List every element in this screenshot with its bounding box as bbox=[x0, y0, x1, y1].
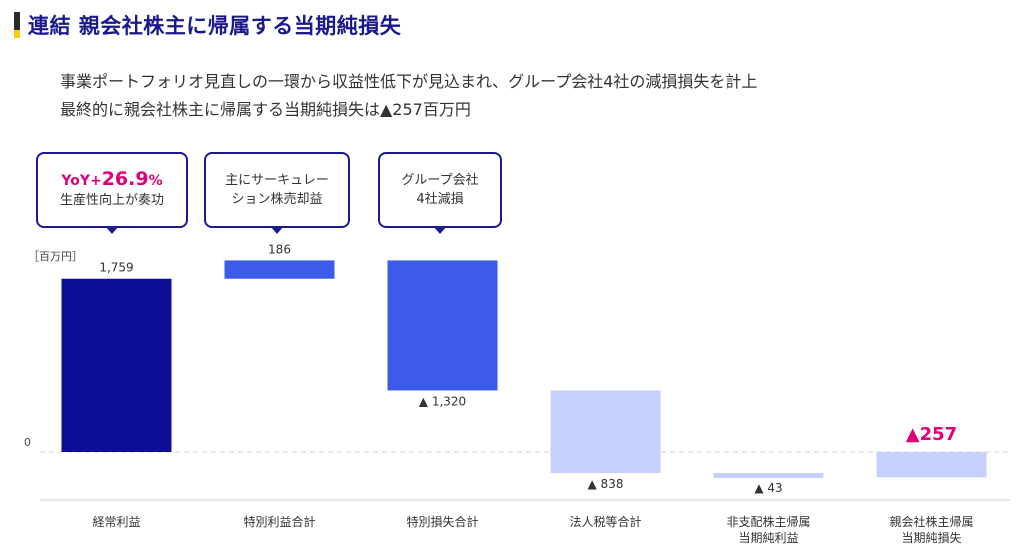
title-accent-yellow bbox=[14, 30, 20, 38]
callout-loss-line1: グループ会社 bbox=[401, 173, 479, 188]
callout-gain-line1: 主にサーキュレー bbox=[225, 173, 329, 188]
bar-value-label-1: 1,759 bbox=[99, 261, 133, 275]
callout-yoy-suffix: % bbox=[148, 173, 163, 189]
unit-label: ［百万円］ bbox=[28, 250, 83, 263]
callout-loss-line2: 4社減損 bbox=[416, 192, 464, 207]
category-label-5-line2: 当期純利益 bbox=[738, 531, 798, 544]
bar-value-label-2: 186 bbox=[268, 242, 291, 256]
zero-axis-label: 0 bbox=[24, 436, 31, 449]
summary-line-1: 事業ポートフォリオ見直しの一環から収益性低下が見込まれ、グループ会社4社の減損損… bbox=[60, 72, 758, 91]
category-label-6-line1: 親会社株主帰属 bbox=[889, 514, 973, 529]
callout-yoy-value: 26.9 bbox=[101, 168, 149, 190]
category-label-1: 経常利益 bbox=[92, 515, 140, 529]
callout-special-gain: 主にサーキュレー ション株売却益 bbox=[204, 152, 350, 234]
callout-gain-line2: ション株売却益 bbox=[231, 192, 323, 207]
page-title: 連結 親会社株主に帰属する当期純損失 bbox=[28, 14, 402, 38]
bar-5 bbox=[713, 472, 824, 478]
bar-value-label-4: ▲ 838 bbox=[588, 477, 624, 491]
category-label-3: 特別損失合計 bbox=[406, 514, 478, 529]
callout-yoy: YoY+26.9% bbox=[61, 170, 162, 191]
bar-value-label-3: ▲ 1,320 bbox=[419, 394, 466, 408]
bar-value-label-6: ▲257 bbox=[906, 424, 957, 445]
bar-1 bbox=[61, 278, 172, 452]
bar-3 bbox=[387, 260, 498, 391]
title-accent-dark bbox=[14, 12, 20, 30]
callout-ordinary-text: 生産性向上が奏功 bbox=[59, 193, 164, 208]
bar-value-label-5: ▲ 43 bbox=[754, 481, 782, 495]
bar-6 bbox=[876, 452, 987, 478]
title-accent-bar bbox=[14, 12, 20, 38]
category-label-6-line2: 当期純損失 bbox=[901, 530, 961, 544]
bar-2 bbox=[224, 260, 335, 279]
callout-special-loss: グループ会社 4社減損 bbox=[378, 152, 502, 234]
category-label-2: 特別利益合計 bbox=[243, 514, 315, 529]
category-label-5-line1: 非支配株主帰属 bbox=[726, 514, 810, 529]
category-label-4: 法人税等合計 bbox=[569, 514, 641, 529]
bar-4 bbox=[550, 390, 661, 473]
callout-yoy-prefix: YoY+ bbox=[61, 173, 102, 189]
summary-text: 事業ポートフォリオ見直しの一環から収益性低下が見込まれ、グループ会社4社の減損損… bbox=[60, 68, 757, 124]
callout-ordinary-profit: YoY+26.9% 生産性向上が奏功 bbox=[36, 152, 188, 234]
summary-line-2: 最終的に親会社株主に帰属する当期純損失は▲257百万円 bbox=[60, 100, 471, 119]
